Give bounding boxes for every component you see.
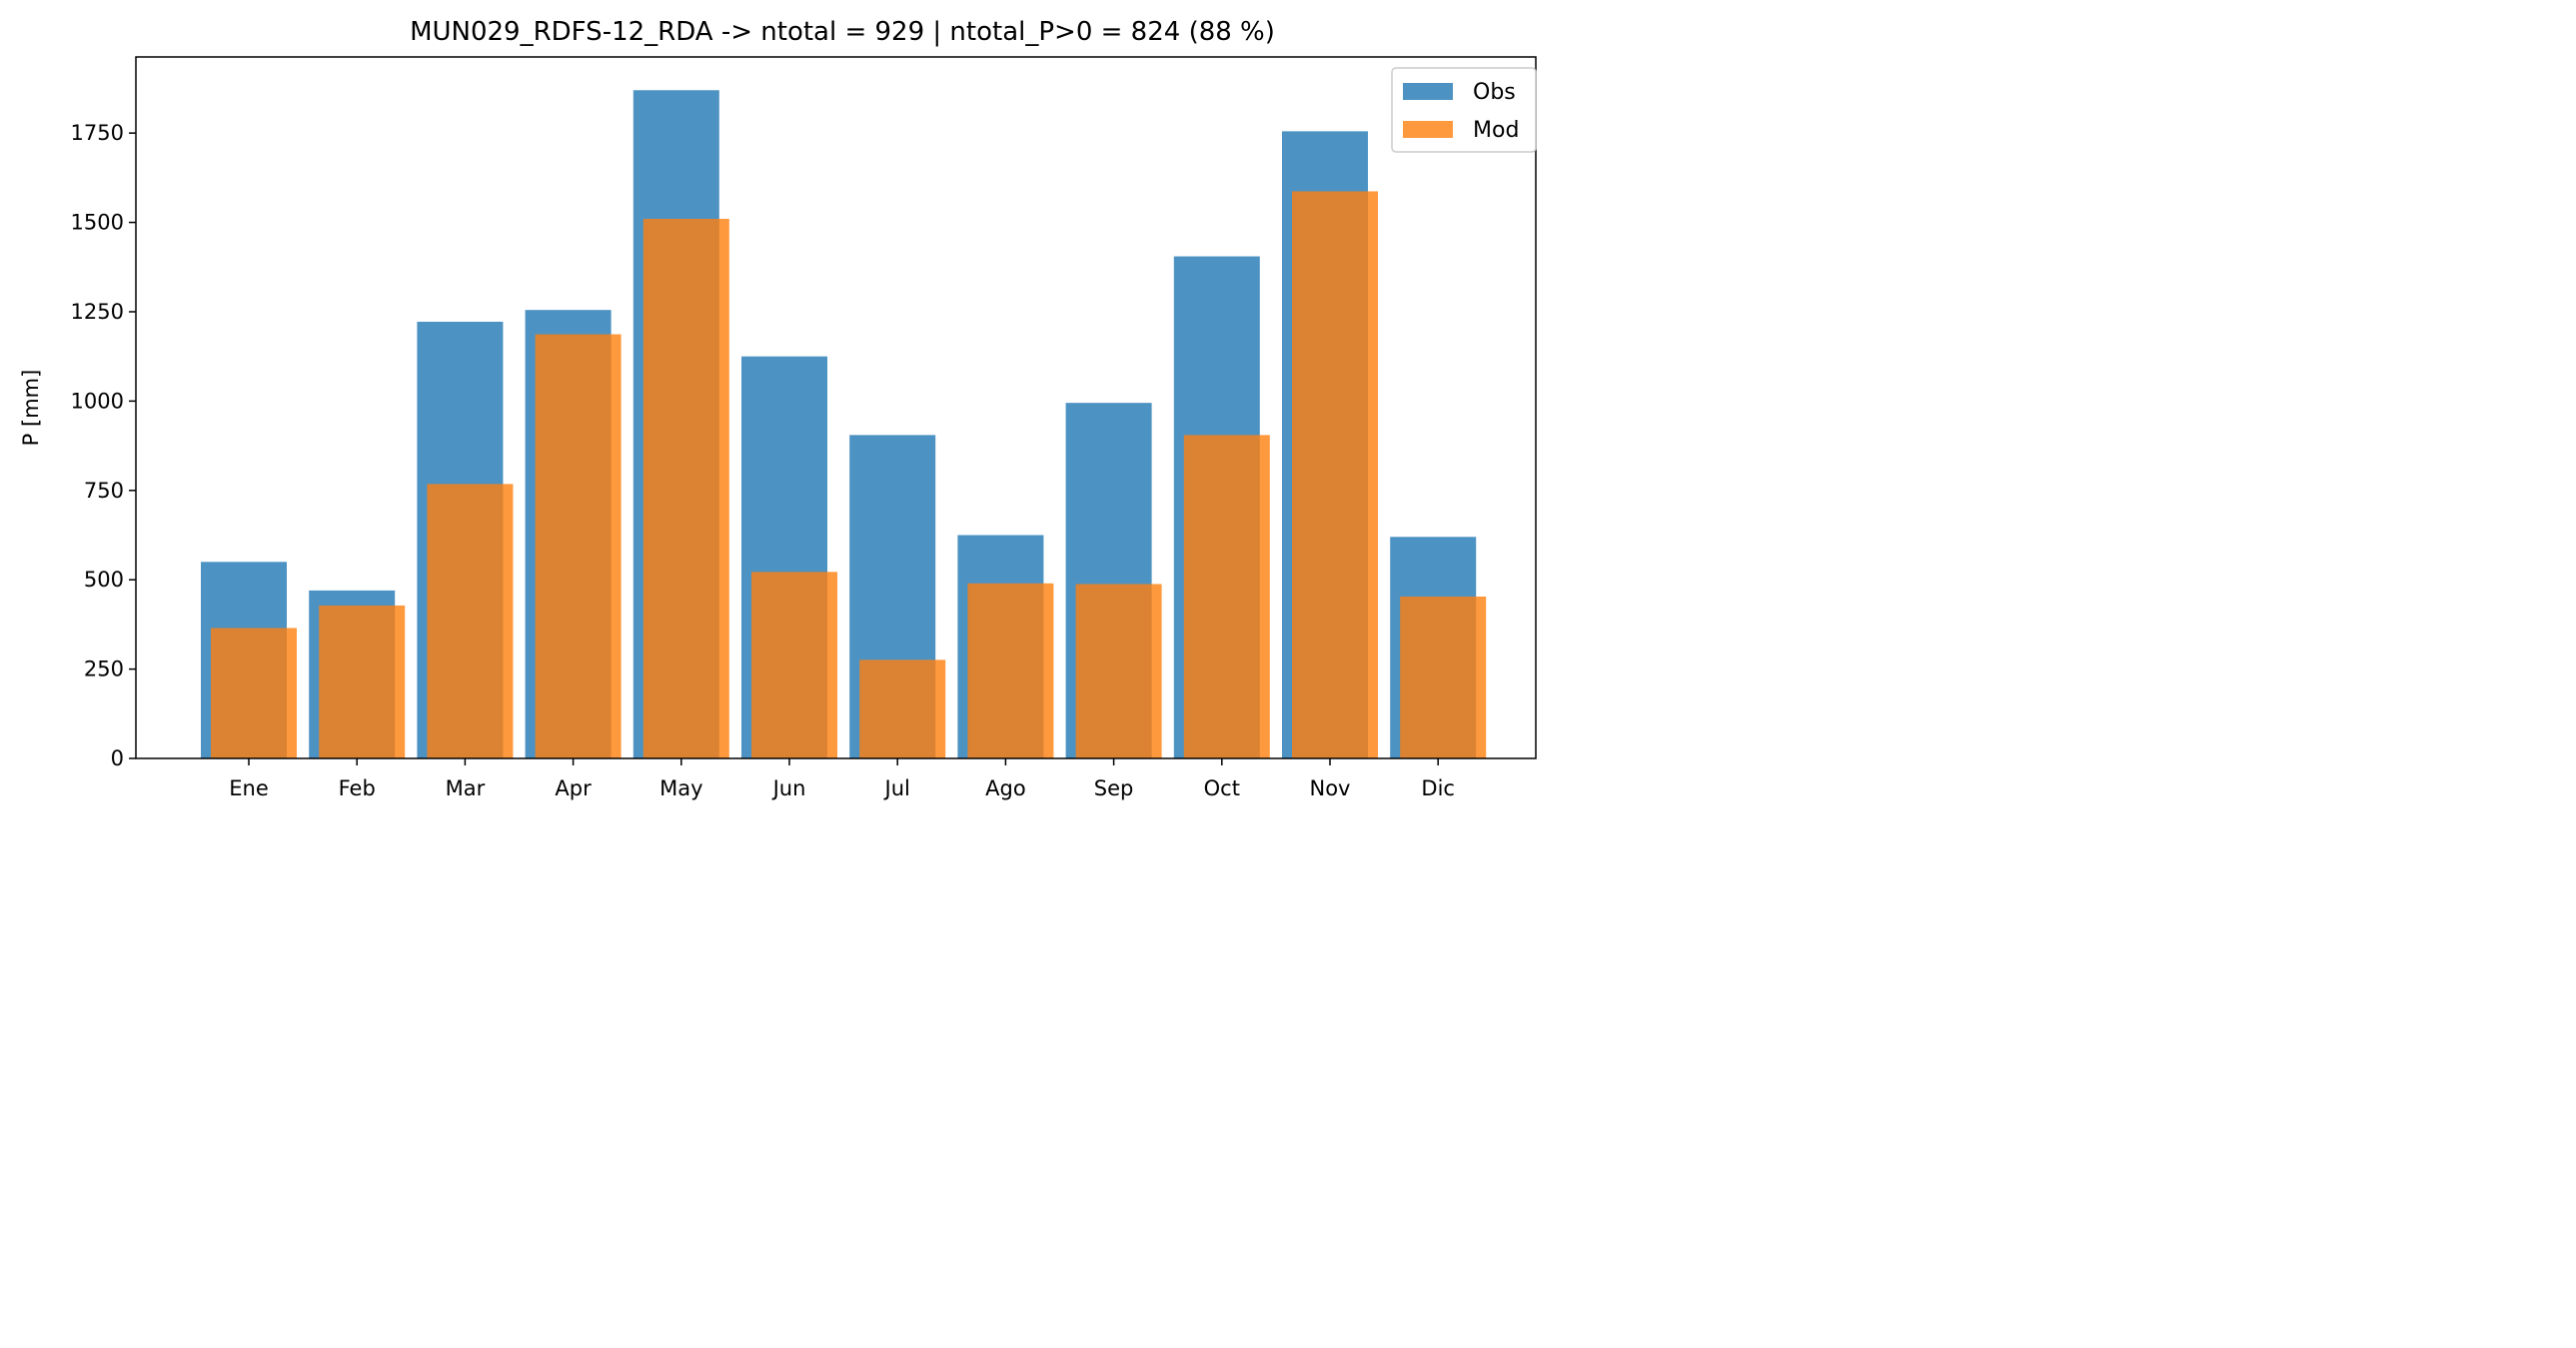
bar-mod-may (643, 219, 729, 758)
x-tick-label-apr: Apr (555, 776, 592, 800)
x-tick-label-nov: Nov (1310, 776, 1351, 800)
bar-mod-ene (211, 628, 297, 758)
y-tick-label: 0 (111, 746, 124, 770)
y-tick-label: 250 (84, 658, 124, 681)
axes-layer: 0 250 500 750 1000 1250 1500 1750 Ene Feb Mar Apr Ma… (71, 56, 1537, 800)
x-tick-label-oct: Oct (1204, 776, 1240, 800)
bar-mod-nov (1292, 191, 1378, 758)
y-tick-label: 1000 (71, 389, 124, 413)
legend: Obs Mod (1391, 67, 1537, 153)
x-tick-label-jul: Jul (883, 776, 910, 800)
x-tick-label-mar: Mar (446, 776, 486, 800)
chart-title: MUN029_RDFS-12_RDA -> ntotal = 929 | nto… (410, 17, 1275, 47)
y-tick-label: 500 (84, 568, 124, 592)
x-tick-label-feb: Feb (339, 776, 376, 800)
bar-chart: MUN029_RDFS-12_RDA -> ntotal = 929 | nto… (0, 0, 1562, 817)
legend-label-mod: Mod (1473, 118, 1519, 143)
bar-mod-apr (535, 334, 622, 758)
bar-mod-oct (1183, 435, 1270, 758)
y-tick-label: 1250 (71, 300, 124, 324)
x-tick-label-dic: Dic (1421, 776, 1455, 800)
bar-mod-jul (859, 660, 946, 758)
plot-frame (135, 56, 1537, 759)
legend-label-obs: Obs (1473, 80, 1516, 105)
bar-mod-dic (1400, 597, 1487, 758)
chart: MUN029_RDFS-12_RDA -> ntotal = 929 | nto… (0, 0, 1562, 817)
bar-mod-sep (1075, 584, 1162, 758)
bars-layer (201, 90, 1487, 758)
legend-swatch-obs (1403, 83, 1453, 100)
bar-mod-jun (751, 572, 837, 758)
x-tick-label-ago: Ago (985, 776, 1026, 800)
x-tick-label-ene: Ene (229, 776, 269, 800)
bar-mod-ago (967, 583, 1054, 758)
x-tick-label-sep: Sep (1094, 776, 1134, 800)
legend-swatch-mod (1403, 121, 1453, 138)
bar-mod-feb (319, 605, 406, 758)
x-tick-label-jun: Jun (771, 776, 806, 800)
y-tick-label: 1500 (71, 211, 124, 235)
x-tick-label-may: May (659, 776, 702, 800)
y-tick-label: 1750 (71, 121, 124, 145)
y-tick-label: 750 (84, 479, 124, 503)
bar-mod-mar (427, 484, 514, 758)
y-axis-label: P [mm] (19, 370, 43, 447)
